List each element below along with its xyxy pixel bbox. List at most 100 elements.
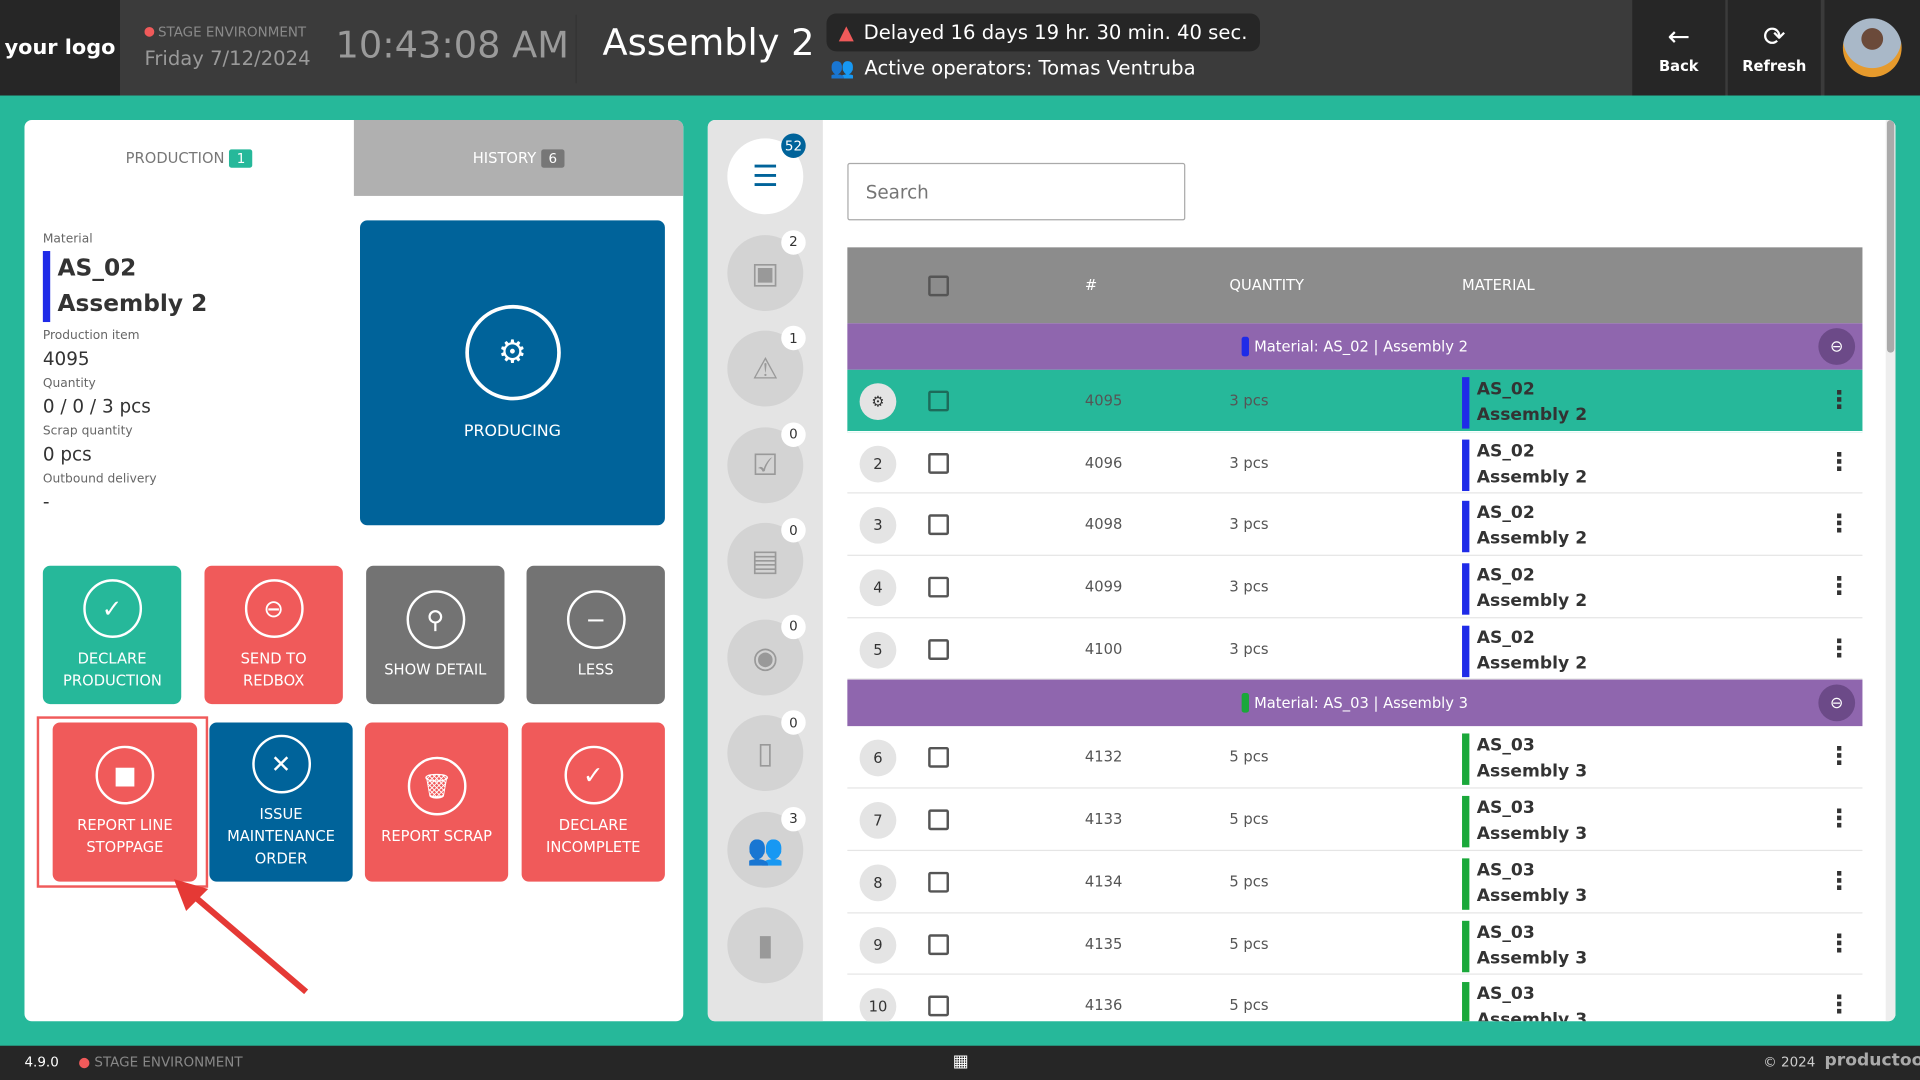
- minus-icon: −: [566, 589, 626, 649]
- more-options-icon[interactable]: ⋮: [1826, 927, 1852, 957]
- checklist-icon: ☑: [752, 447, 779, 482]
- group-header: Material: AS_02 | Assembly 2 ⊖: [847, 323, 1863, 370]
- check-icon: ✓: [82, 578, 142, 638]
- logo: your logo: [0, 0, 121, 96]
- send-to-redbox-button[interactable]: ⊖ SEND TO REDBOX: [204, 565, 343, 705]
- count-badge: 0: [781, 614, 806, 639]
- rail-item-users[interactable]: 👥 3: [727, 806, 806, 888]
- table-row[interactable]: 4 4099 3 pcs AS_02 Assembly 2 ⋮: [847, 556, 1863, 619]
- count-badge: 0: [781, 421, 806, 447]
- count-badge: 0: [781, 710, 806, 735]
- count-badge: 2: [781, 229, 806, 255]
- avatar: [1842, 18, 1902, 78]
- rail-item-checklist[interactable]: ☑ 0: [727, 421, 806, 503]
- back-button[interactable]: ← Back: [1632, 0, 1726, 96]
- more-options-icon[interactable]: ⋮: [1826, 570, 1852, 601]
- more-options-icon[interactable]: ⋮: [1826, 508, 1852, 539]
- gears-icon: ⚙: [859, 383, 897, 421]
- tab-production[interactable]: PRODUCTION 1: [24, 120, 353, 196]
- row-checkbox[interactable]: [928, 871, 949, 893]
- row-checkbox[interactable]: [928, 933, 949, 955]
- rail-item-chart[interactable]: ▮: [727, 907, 804, 984]
- declare-incomplete-button[interactable]: ✓ DECLARE INCOMPLETE: [521, 722, 665, 882]
- table-row[interactable]: 8 4134 5 pcs AS_03 Assembly 3 ⋮: [847, 851, 1863, 913]
- rail-item-eye[interactable]: ◉ 0: [727, 614, 806, 695]
- rail-item-warning[interactable]: ⚠ 1: [727, 325, 806, 407]
- annotation-arrow: [173, 879, 309, 995]
- warning-icon: ⚠: [752, 351, 779, 386]
- highlight-box: [36, 716, 209, 888]
- file-icon: ▯: [757, 735, 774, 771]
- chart-icon: ▮: [757, 928, 774, 963]
- link-icon[interactable]: ⊖: [1818, 685, 1856, 722]
- link-icon[interactable]: ⊖: [1818, 328, 1856, 365]
- more-options-icon[interactable]: ⋮: [1826, 632, 1852, 663]
- divider: [575, 14, 577, 84]
- date: Friday 7/12/2024: [144, 46, 311, 70]
- row-number: 8: [859, 864, 897, 901]
- row-checkbox[interactable]: [928, 638, 949, 660]
- table-row[interactable]: 2 4096 3 pcs AS_02 Assembly 2 ⋮: [847, 432, 1863, 494]
- row-checkbox[interactable]: [928, 390, 949, 412]
- table-row[interactable]: 3 4098 3 pcs AS_02 Assembly 2 ⋮: [847, 494, 1863, 556]
- link-icon: ⊖: [244, 578, 304, 638]
- user-menu[interactable]: [1824, 0, 1920, 96]
- count-badge: 52: [781, 133, 806, 158]
- select-all-checkbox[interactable]: [928, 275, 949, 297]
- material-cell: AS_03 Assembly 3: [1462, 920, 1587, 972]
- report-line-stoppage-button[interactable]: ■ REPORT LINE STOPPAGE: [52, 722, 198, 882]
- table-row[interactable]: 6 4132 5 pcs AS_03 Assembly 3 ⋮: [847, 727, 1863, 789]
- row-checkbox[interactable]: [928, 995, 949, 1017]
- rail-item-file[interactable]: ▯ 0: [727, 710, 806, 792]
- refresh-button[interactable]: ⟳ Refresh: [1727, 0, 1821, 96]
- declare-production-button[interactable]: ✓ DECLARE PRODUCTION: [42, 565, 182, 705]
- tools-icon: ✕: [251, 734, 311, 794]
- material-cell: AS_02 Assembly 2: [1462, 625, 1587, 677]
- material-cell: AS_02 Assembly 2: [1462, 563, 1587, 615]
- producing-status[interactable]: ⚙ PRODUCING: [360, 220, 665, 526]
- report-scrap-button[interactable]: 🗑 REPORT SCRAP: [364, 722, 509, 882]
- row-number: 7: [859, 802, 897, 839]
- table-row[interactable]: 9 4135 5 pcs AS_03 Assembly 3 ⋮: [847, 913, 1863, 975]
- table-row[interactable]: 7 4133 5 pcs AS_03 Assembly 3 ⋮: [847, 789, 1863, 851]
- show-detail-button[interactable]: ⚲ SHOW DETAIL: [366, 565, 505, 705]
- check-icon: ✓: [563, 745, 623, 805]
- more-options-icon[interactable]: ⋮: [1826, 446, 1852, 476]
- row-checkbox[interactable]: [928, 809, 949, 831]
- row-checkbox[interactable]: [928, 514, 949, 536]
- count-badge: 0: [781, 517, 806, 543]
- table-row[interactable]: 5 4100 3 pcs AS_02 Assembly 2 ⋮: [847, 618, 1863, 681]
- users-icon: 👥: [830, 56, 855, 80]
- material: AS_02 Assembly 2: [42, 251, 349, 323]
- tab-history[interactable]: HISTORY 6: [353, 120, 684, 196]
- more-options-icon[interactable]: ⋮: [1826, 989, 1852, 1020]
- brand-logo: productoo: [1824, 1050, 1920, 1071]
- search-input[interactable]: [847, 162, 1186, 221]
- rail-item-box[interactable]: ▣ 2: [727, 229, 806, 311]
- arrow-left-icon: ←: [1667, 21, 1691, 53]
- rail-item-list[interactable]: ☰ 52: [727, 133, 806, 215]
- table-row[interactable]: 10 4136 5 pcs AS_03 Assembly 3 ⋮: [847, 975, 1862, 1022]
- row-checkbox[interactable]: [928, 747, 949, 769]
- more-options-icon[interactable]: ⋮: [1826, 384, 1852, 414]
- row-checkbox[interactable]: [928, 576, 949, 598]
- more-options-icon[interactable]: ⋮: [1826, 865, 1852, 895]
- material-cell: AS_02 Assembly 2: [1462, 377, 1587, 429]
- row-checkbox[interactable]: [928, 452, 949, 474]
- more-options-icon[interactable]: ⋮: [1826, 741, 1852, 771]
- rail-item-document[interactable]: ▤ 0: [727, 517, 806, 599]
- less-button[interactable]: − LESS: [526, 565, 665, 705]
- scrollbar[interactable]: [1885, 120, 1896, 1022]
- material-cell: AS_03 Assembly 3: [1462, 858, 1587, 910]
- material-cell: AS_03 Assembly 3: [1462, 734, 1587, 786]
- row-number: 5: [859, 631, 897, 669]
- issue-maintenance-order-button[interactable]: ✕ ISSUE MAINTENANCE ORDER: [209, 722, 353, 882]
- apps-grid-icon[interactable]: ▦: [952, 1051, 969, 1072]
- table-row[interactable]: ⚙ 4095 3 pcs AS_02 Assembly 2 ⋮: [847, 369, 1863, 432]
- clock: 10:43:08 AM: [335, 24, 570, 68]
- list-icon: ☰: [752, 159, 779, 194]
- material-cell: AS_03 Assembly 3: [1462, 982, 1587, 1022]
- production-panel: PRODUCTION 1 HISTORY 6 Material AS_02 Assem…: [24, 120, 684, 1022]
- refresh-icon: ⟳: [1762, 21, 1786, 53]
- more-options-icon[interactable]: ⋮: [1826, 803, 1852, 833]
